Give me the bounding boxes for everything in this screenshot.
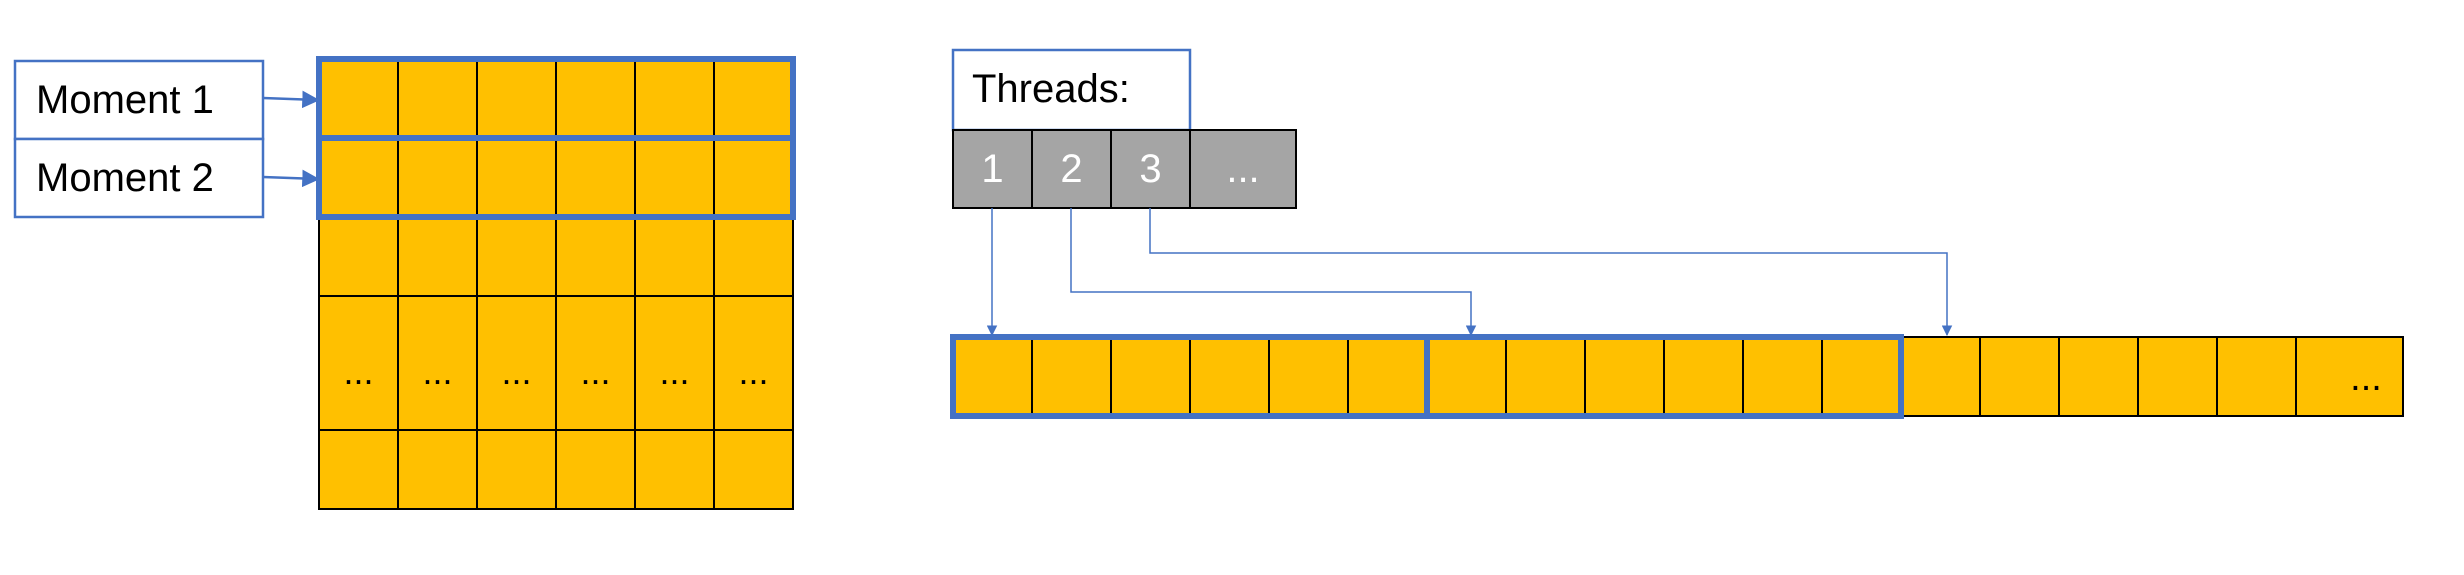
array-cell xyxy=(2137,336,2218,417)
array-cell xyxy=(1663,336,1744,417)
matrix-cell xyxy=(713,137,794,218)
matrix-cell xyxy=(713,216,794,297)
matrix-cell xyxy=(318,429,399,510)
array-cell xyxy=(1900,336,1981,417)
array-cell xyxy=(1031,336,1112,417)
thread-cell-more: ... xyxy=(1189,129,1297,209)
matrix-cell xyxy=(476,58,557,139)
moment-matrix: .................. xyxy=(316,56,796,510)
threads-label-box: Threads: xyxy=(951,48,1192,132)
matrix-cell xyxy=(397,216,478,297)
matrix-cell xyxy=(397,295,478,431)
array-trailing-label: ... xyxy=(2350,357,2382,399)
matrix-cell xyxy=(476,429,557,510)
array-cell xyxy=(1742,336,1823,417)
thread-id-2: 2 xyxy=(1060,147,1082,191)
matrix-ellipsis: ... xyxy=(738,351,768,392)
thread-id-more: ... xyxy=(1226,147,1259,191)
matrix-cell xyxy=(634,216,715,297)
thread-cell-2: 2 xyxy=(1031,129,1112,209)
matrix-cell xyxy=(555,137,636,218)
moment-label-2: Moment 2 xyxy=(36,156,214,200)
matrix-ellipsis: ... xyxy=(580,351,610,392)
array-cell xyxy=(2216,336,2297,417)
array-cell xyxy=(1426,336,1507,417)
threads-row: 1 2 3 ... xyxy=(952,129,1297,209)
matrix-cell xyxy=(555,216,636,297)
matrix-ellipsis: ... xyxy=(343,351,373,392)
array-cell xyxy=(2058,336,2139,417)
array-cell xyxy=(1347,336,1428,417)
array-cell xyxy=(1821,336,1902,417)
threads-label: Threads: xyxy=(972,67,1130,111)
matrix-cell xyxy=(634,58,715,139)
matrix-ellipsis: ... xyxy=(422,351,452,392)
matrix-cell xyxy=(318,58,399,139)
thread-cell-3: 3 xyxy=(1110,129,1191,209)
matrix-cell xyxy=(397,58,478,139)
thread-3-connector xyxy=(1149,208,1953,337)
thread-cell-1: 1 xyxy=(952,129,1033,209)
matrix-cell xyxy=(318,295,399,431)
moment-label-box-1: Moment 1 xyxy=(13,59,265,141)
array-cell xyxy=(2295,336,2404,417)
matrix-cell xyxy=(397,429,478,510)
matrix-cell xyxy=(634,429,715,510)
moment-1-arrow xyxy=(262,90,320,109)
array-cell xyxy=(1189,336,1270,417)
thread-id-1: 1 xyxy=(981,147,1003,191)
moment-label-box-2: Moment 2 xyxy=(13,137,265,219)
thread-id-3: 3 xyxy=(1139,147,1161,191)
matrix-cell xyxy=(713,295,794,431)
matrix-cell xyxy=(713,429,794,510)
matrix-cell xyxy=(555,58,636,139)
matrix-cell xyxy=(318,137,399,218)
array-cell xyxy=(1505,336,1586,417)
array-group-highlight-2 xyxy=(1424,334,1904,419)
moment-2-arrow xyxy=(262,169,320,188)
thread-2-connector xyxy=(1070,208,1477,337)
matrix-cell xyxy=(713,58,794,139)
matrix-cell xyxy=(397,137,478,218)
array-cell xyxy=(1268,336,1349,417)
linear-array xyxy=(950,334,2404,419)
matrix-ellipsis: ... xyxy=(501,351,531,392)
moment-label-1: Moment 1 xyxy=(36,78,214,122)
matrix-ellipsis: ... xyxy=(659,351,689,392)
matrix-cell xyxy=(476,295,557,431)
array-cell xyxy=(1584,336,1665,417)
matrix-cell xyxy=(476,216,557,297)
matrix-cell xyxy=(476,137,557,218)
matrix-cell xyxy=(555,429,636,510)
matrix-cell xyxy=(318,216,399,297)
array-cell xyxy=(952,336,1033,417)
array-cell xyxy=(1979,336,2060,417)
matrix-cell xyxy=(634,137,715,218)
array-cell xyxy=(1110,336,1191,417)
